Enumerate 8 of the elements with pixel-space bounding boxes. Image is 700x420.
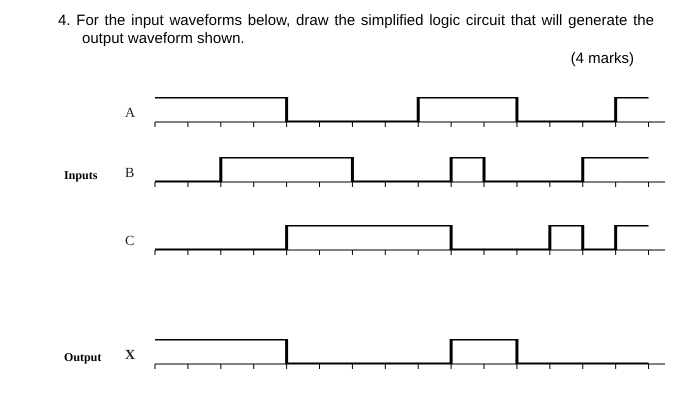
y-axis-title: Inputs xyxy=(64,168,98,183)
y-axis-title: Output xyxy=(64,350,102,365)
series-label: C xyxy=(125,234,134,250)
series-label: B xyxy=(125,166,134,182)
series-label: A xyxy=(125,106,136,122)
text: (4 marks) xyxy=(570,50,634,67)
chart-title: 4. For the input waveforms below, draw the simplified logic circuit that will generate the output waveform shown. xyxy=(58,12,654,48)
series-label: X xyxy=(125,348,136,364)
